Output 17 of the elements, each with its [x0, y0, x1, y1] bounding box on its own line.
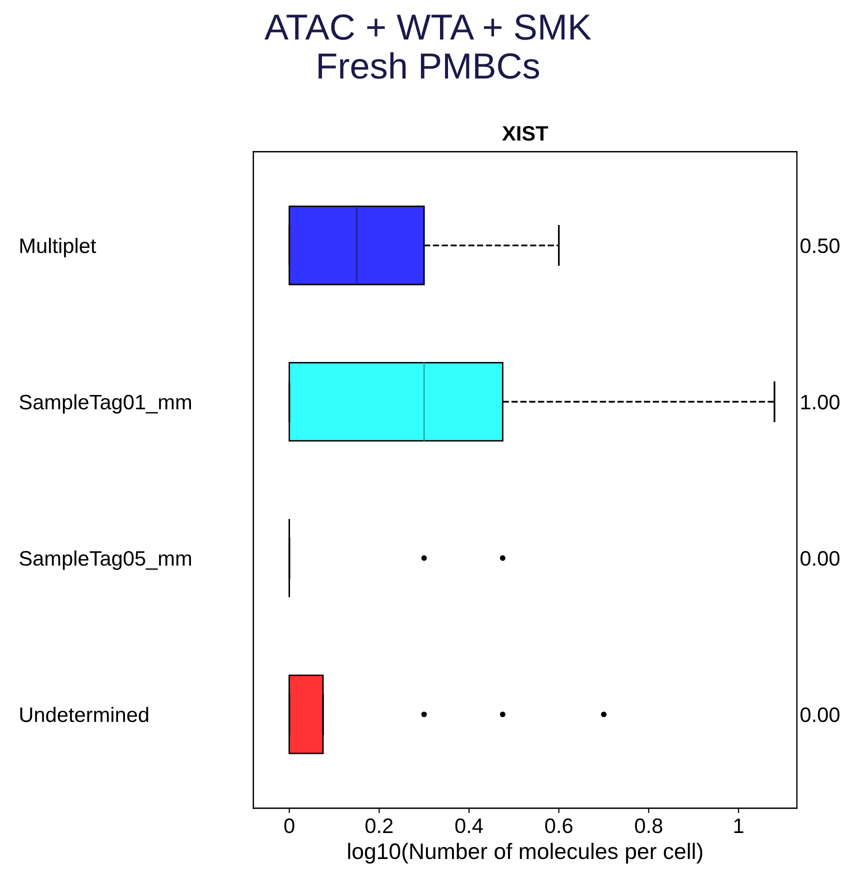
chart-subtitle: XIST — [502, 126, 548, 141]
y-tick-label: Undetermined — [20, 706, 148, 722]
x-axis-title: log10(Number of molecules per cell) — [348, 842, 702, 864]
y-tick-label: SampleTag05_mm — [20, 550, 191, 570]
y-tick-label: SampleTag01_mm — [20, 394, 191, 414]
y2-tick-label: 0.50 — [800, 238, 840, 254]
y-tick-label: Multiplet — [20, 238, 96, 258]
x-tick-label: 0.6 — [545, 818, 572, 834]
x-tick-label: 0.2 — [365, 818, 393, 834]
y2-tick-label: 1.00 — [801, 394, 840, 410]
x-tick-label: 0.8 — [635, 818, 662, 834]
x-tick-label: 1 — [734, 818, 744, 833]
x-tick-label: 0.4 — [455, 818, 483, 834]
x-tick-label: 0 — [284, 818, 294, 834]
y2-tick-label: 0.00 — [800, 707, 840, 722]
chart-title: ATAC + WTA + SMK Fresh PMBCs — [264, 14, 592, 79]
y2-tick-label: 0.00 — [800, 551, 840, 566]
